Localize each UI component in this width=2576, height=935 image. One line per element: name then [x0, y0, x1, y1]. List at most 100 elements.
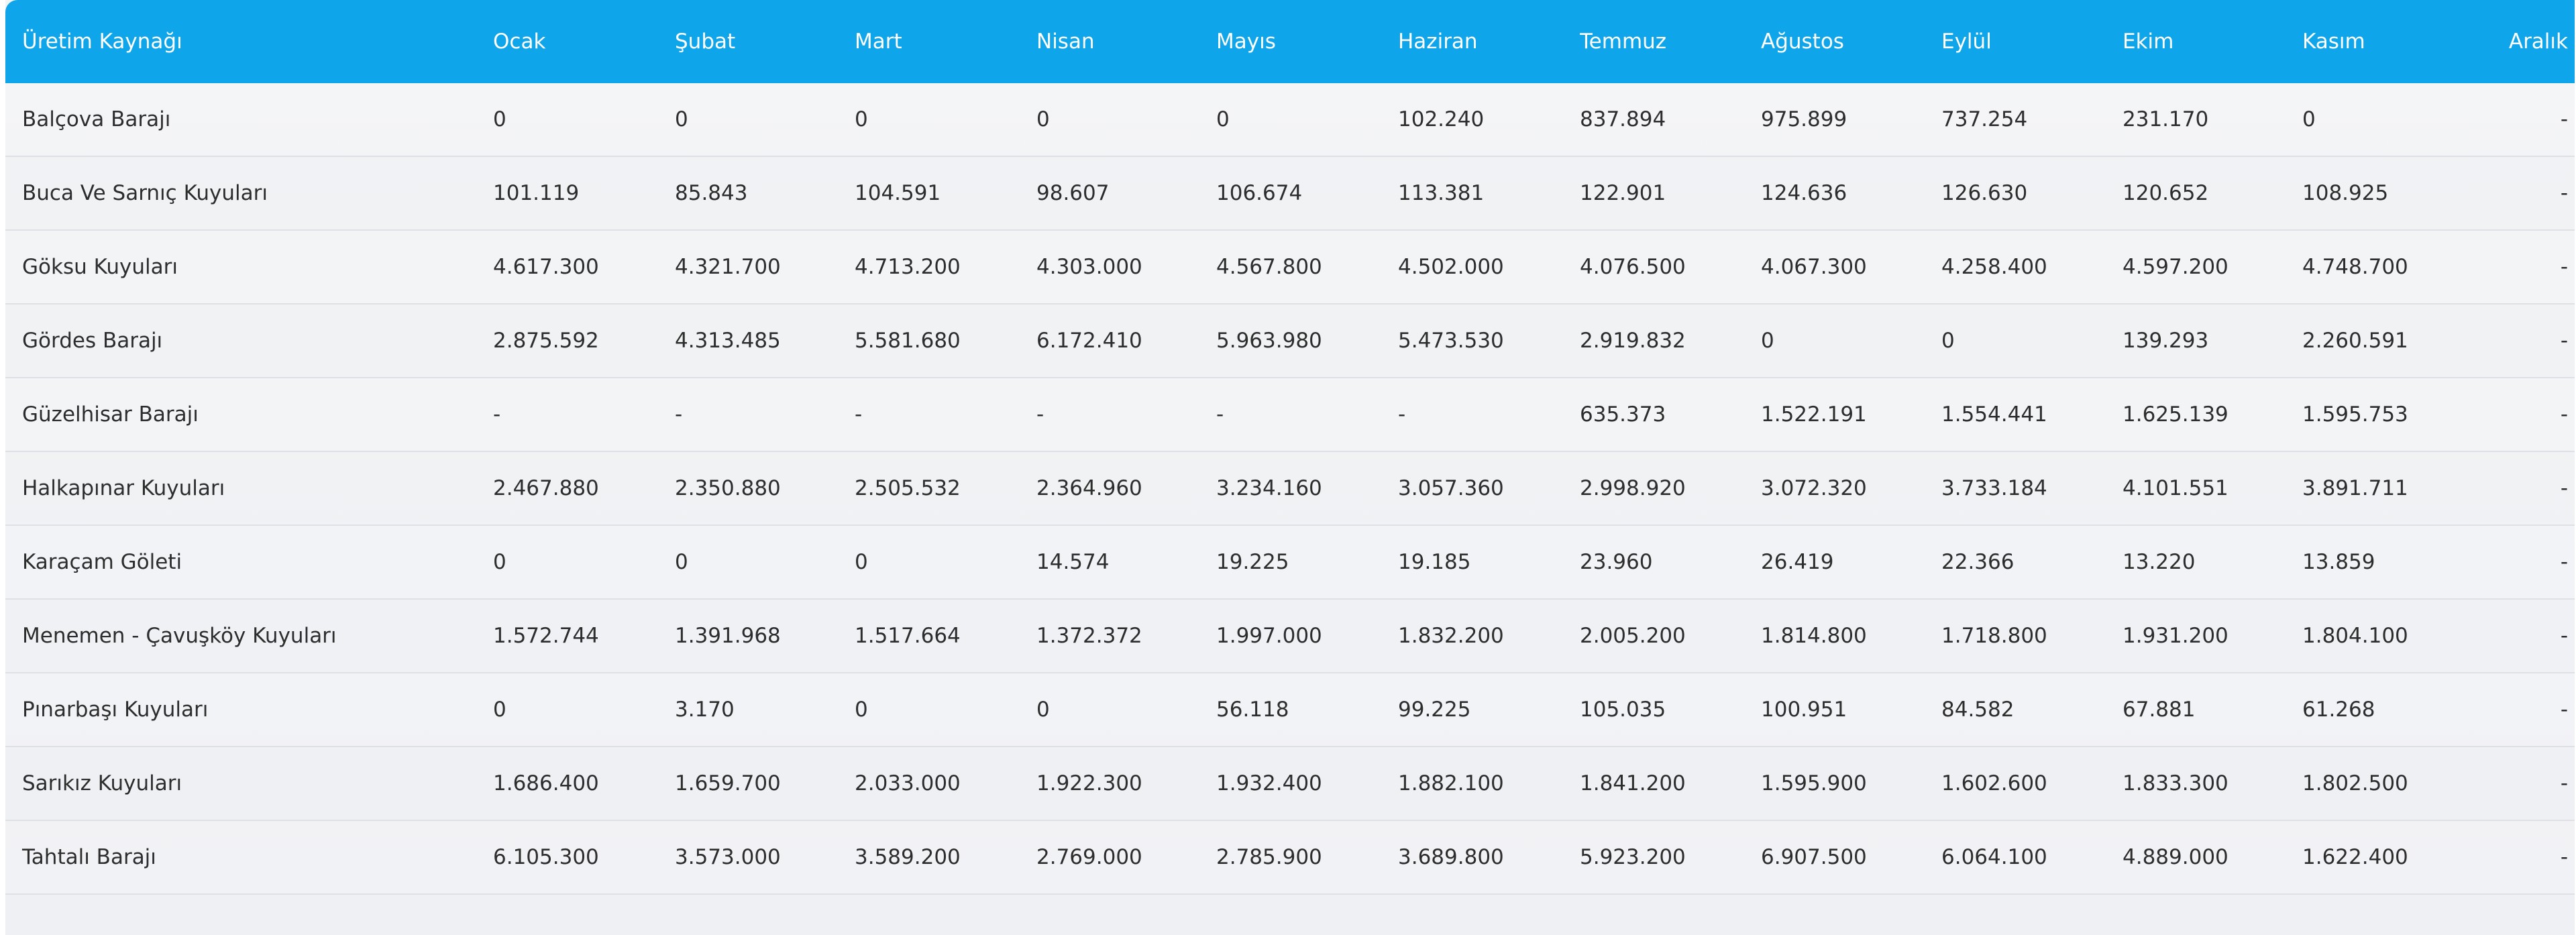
value-cell: 2.005.200	[1580, 599, 1761, 673]
value-cell: 100.951	[1761, 673, 1941, 747]
source-name-cell: Balçova Barajı	[5, 83, 493, 157]
value-cell: 26.419	[1761, 525, 1941, 600]
value-cell: 1.997.000	[1216, 599, 1398, 673]
value-cell: 1.602.600	[1941, 747, 2123, 821]
table-row: Karaçam Göleti 0 0 0 14.574 19.225 19.185 23.96…	[5, 525, 2575, 600]
value-cell: 4.748.700	[2302, 230, 2484, 305]
value-cell: 1.659.700	[675, 747, 855, 821]
value-cell: 1.686.400	[493, 747, 675, 821]
value-cell: 4.303.000	[1036, 230, 1216, 305]
value-cell: 975.899	[1761, 83, 1941, 157]
value-cell: 3.057.360	[1398, 451, 1580, 526]
value-cell: 3.234.160	[1216, 451, 1398, 526]
value-cell: 3.733.184	[1941, 451, 2123, 526]
value-cell: 4.567.800	[1216, 230, 1398, 305]
value-cell: 2.505.532	[855, 451, 1036, 526]
value-cell: 0	[493, 525, 675, 600]
value-cell: 4.617.300	[493, 230, 675, 305]
value-cell: 1.931.200	[2123, 599, 2302, 673]
value-cell: 1.882.100	[1398, 747, 1580, 821]
value-cell: -	[675, 378, 855, 452]
table-header: Üretim Kaynağı Ocak Şubat Mart Nisan Mayıs Haz…	[5, 0, 2575, 83]
value-cell: -	[2484, 747, 2575, 821]
value-cell: 14.574	[1036, 525, 1216, 600]
value-cell: 1.522.191	[1761, 378, 1941, 452]
value-cell: 0	[1761, 304, 1941, 378]
value-cell: 13.859	[2302, 525, 2484, 600]
value-cell: -	[1398, 378, 1580, 452]
column-header-month: Mart	[855, 0, 1036, 83]
value-cell: 1.554.441	[1941, 378, 2123, 452]
value-cell: 2.033.000	[855, 747, 1036, 821]
value-cell: 2.998.920	[1580, 451, 1761, 526]
value-cell: 99.225	[1398, 673, 1580, 747]
value-cell: -	[2484, 820, 2575, 895]
value-cell: 67.881	[2123, 673, 2302, 747]
value-cell: 3.589.200	[855, 820, 1036, 895]
value-cell: -	[855, 378, 1036, 452]
column-header-month: Kasım	[2302, 0, 2484, 83]
source-name-cell: Tahtalı Barajı	[5, 820, 493, 895]
source-name-cell: Güzelhisar Barajı	[5, 378, 493, 452]
column-header-month: Ocak	[493, 0, 675, 83]
value-cell: 84.582	[1941, 673, 2123, 747]
value-cell: 6.907.500	[1761, 820, 1941, 895]
value-cell: 22.366	[1941, 525, 2123, 600]
value-cell: 2.875.592	[493, 304, 675, 378]
value-cell: 102.240	[1398, 83, 1580, 157]
value-cell: 113.381	[1398, 156, 1580, 231]
value-cell: 4.101.551	[2123, 451, 2302, 526]
column-header-month: Mayıs	[1216, 0, 1398, 83]
table-row: Halkapınar Kuyuları 2.467.880 2.350.880 2.5…	[5, 451, 2575, 526]
value-cell: -	[1216, 378, 1398, 452]
value-cell: 1.802.500	[2302, 747, 2484, 821]
value-cell: 0	[1941, 304, 2123, 378]
value-cell: -	[493, 378, 675, 452]
value-cell: 126.630	[1941, 156, 2123, 231]
value-cell: 0	[855, 673, 1036, 747]
value-cell: -	[2484, 673, 2575, 747]
value-cell: 0	[855, 83, 1036, 157]
value-cell: 2.769.000	[1036, 820, 1216, 895]
column-header-month: Aralık	[2484, 0, 2575, 83]
value-cell: 98.607	[1036, 156, 1216, 231]
value-cell: 0	[2302, 83, 2484, 157]
value-cell: 2.785.900	[1216, 820, 1398, 895]
value-cell: 6.172.410	[1036, 304, 1216, 378]
value-cell: 2.467.880	[493, 451, 675, 526]
column-header-month: Haziran	[1398, 0, 1580, 83]
table-row: Sarıkız Kuyuları 1.686.400 1.659.700 2.033.…	[5, 747, 2575, 821]
value-cell: 1.833.300	[2123, 747, 2302, 821]
value-cell: 4.313.485	[675, 304, 855, 378]
table-row: Gördes Barajı 2.875.592 4.313.485 5.581.680…	[5, 304, 2575, 378]
value-cell: 5.581.680	[855, 304, 1036, 378]
value-cell: 2.350.880	[675, 451, 855, 526]
value-cell: 0	[1036, 673, 1216, 747]
value-cell: -	[1036, 378, 1216, 452]
value-cell: 1.391.968	[675, 599, 855, 673]
value-cell: -	[2484, 83, 2575, 157]
value-cell: 4.067.300	[1761, 230, 1941, 305]
value-cell: 23.960	[1580, 525, 1761, 600]
value-cell: 5.963.980	[1216, 304, 1398, 378]
value-cell: -	[2484, 156, 2575, 231]
table-row: Menemen - Çavuşköy Kuyuları 1.572.744 1.39…	[5, 599, 2575, 673]
value-cell: 2.364.960	[1036, 451, 1216, 526]
value-cell: 0	[1036, 83, 1216, 157]
value-cell: 6.105.300	[493, 820, 675, 895]
value-cell: 1.595.900	[1761, 747, 1941, 821]
value-cell: 1.718.800	[1941, 599, 2123, 673]
table-row: Pınarbaşı Kuyuları 0 3.170 0 0 56.118 99.225 10…	[5, 673, 2575, 747]
source-name-cell: Pınarbaşı Kuyuları	[5, 673, 493, 747]
value-cell: 3.573.000	[675, 820, 855, 895]
value-cell: 2.260.591	[2302, 304, 2484, 378]
value-cell: 1.804.100	[2302, 599, 2484, 673]
table-row: Balçova Barajı 0 0 0 0 0 102.240 837.894 975.899…	[5, 83, 2575, 157]
value-cell: 1.622.400	[2302, 820, 2484, 895]
value-cell: 0	[675, 525, 855, 600]
table-row: Göksu Kuyuları 4.617.300 4.321.700 4.713.20…	[5, 230, 2575, 305]
value-cell: 1.595.753	[2302, 378, 2484, 452]
value-cell: 19.225	[1216, 525, 1398, 600]
header-row: Üretim Kaynağı Ocak Şubat Mart Nisan Mayıs Haz…	[5, 0, 2575, 83]
value-cell: 104.591	[855, 156, 1036, 231]
